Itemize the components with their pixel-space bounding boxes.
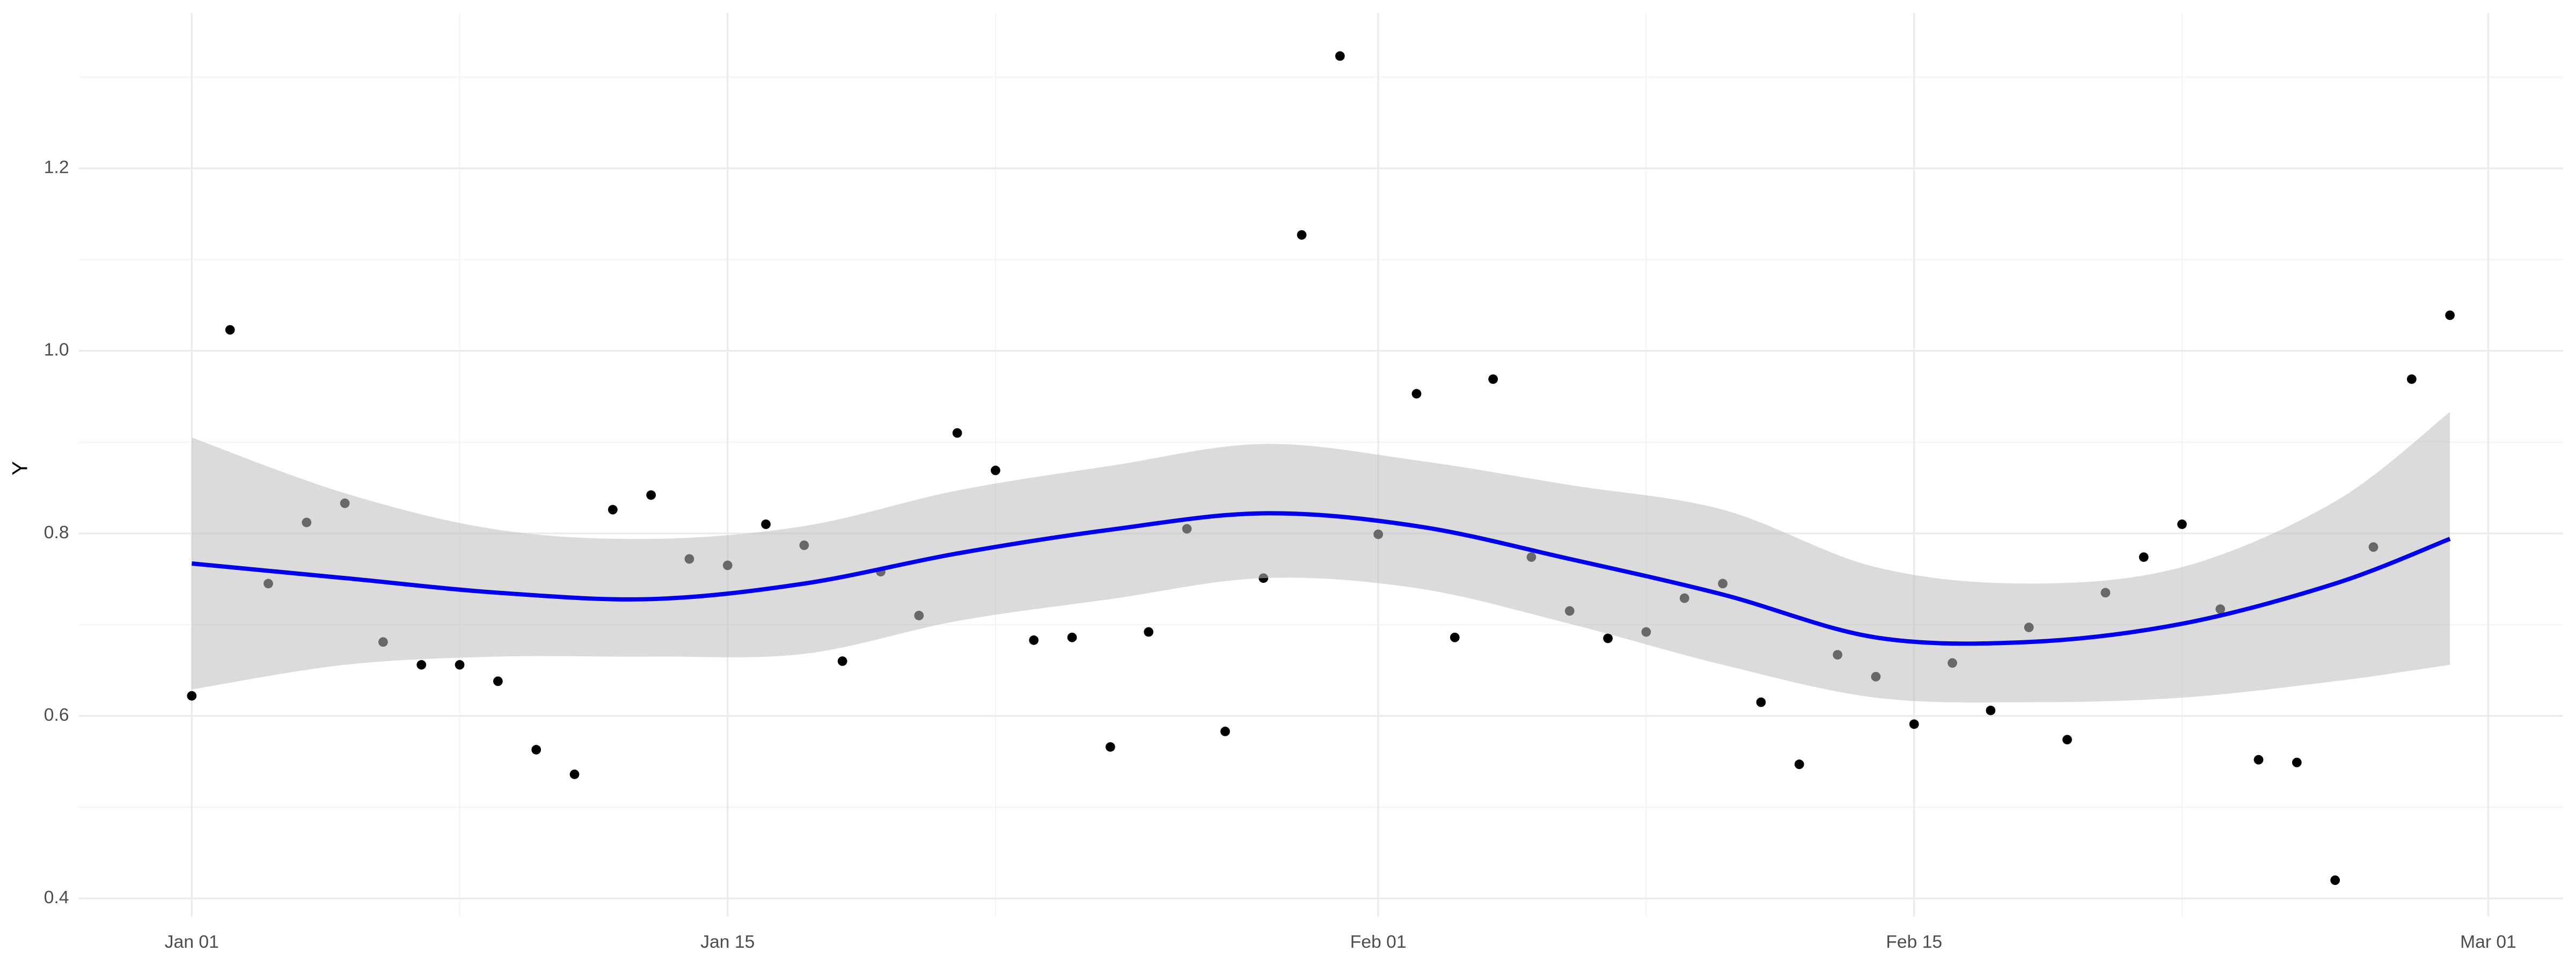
point [1986,705,1996,715]
point [1220,727,1230,736]
point [1029,635,1039,645]
point [2253,755,2264,765]
y-tick-label: 0.6 [44,705,69,725]
point [837,656,847,666]
point [1411,389,1422,399]
point [1450,632,1460,642]
point [1144,627,1154,637]
point [1756,697,1766,707]
confidence-band [192,412,2450,702]
point [2330,875,2340,885]
point [2292,757,2302,767]
x-tick-label: Mar 01 [2460,932,2516,952]
y-axis-label: Y [8,461,32,475]
x-tick-label: Jan 15 [700,932,755,952]
point [1794,759,1804,770]
point [761,519,771,529]
point [2406,374,2417,384]
x-tick-label: Feb 15 [1886,932,1942,952]
point [1106,742,1115,752]
point [2062,735,2072,745]
y-tick-label: 0.4 [44,888,69,908]
point [2445,310,2455,320]
y-tick-label: 0.8 [44,523,69,543]
point [1067,632,1077,642]
point [2177,519,2187,529]
point [416,660,427,670]
y-tick-label: 1.2 [44,157,69,177]
y-tick-label: 1.0 [44,340,69,360]
point [225,325,235,335]
point [455,660,465,670]
point [531,745,541,755]
point [187,691,197,701]
point [1603,633,1613,643]
x-tick-label: Jan 01 [165,932,219,952]
x-tick-label: Feb 01 [1350,932,1407,952]
point [2139,552,2149,562]
point [608,504,618,515]
point [1335,51,1345,61]
point [952,428,962,438]
point [569,769,580,779]
point [1297,230,1307,240]
point [991,465,1000,475]
point [646,490,656,500]
smooth-line [191,511,2451,646]
point [1909,719,1919,729]
point [1488,374,1498,384]
point [493,676,503,686]
